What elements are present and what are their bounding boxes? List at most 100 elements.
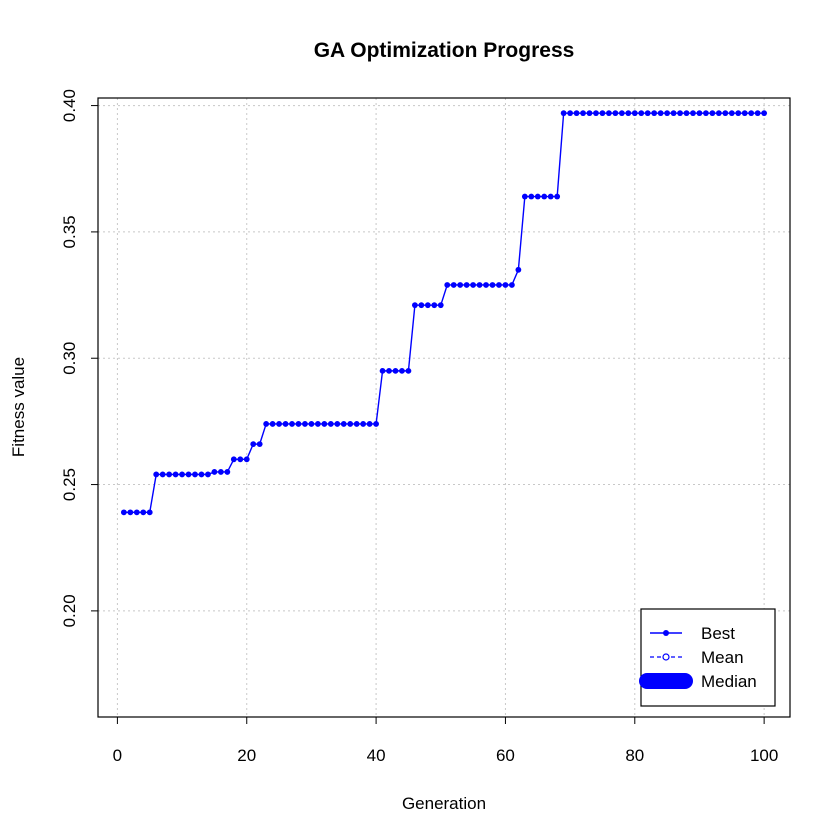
data-point — [444, 282, 451, 288]
data-point — [153, 471, 160, 478]
data-point — [638, 110, 645, 117]
data-point — [392, 367, 399, 374]
data-point — [586, 110, 593, 117]
data-point — [159, 471, 166, 478]
data-point — [237, 456, 244, 463]
data-point — [205, 471, 211, 478]
data-point — [651, 110, 658, 117]
data-point — [211, 469, 218, 475]
data-point — [502, 282, 509, 288]
data-point — [192, 471, 198, 478]
y-tick-label: 0.40 — [60, 89, 79, 122]
data-point — [631, 110, 638, 117]
data-point — [230, 456, 237, 463]
series-line-best — [123, 112, 765, 514]
data-point — [276, 421, 282, 427]
data-point — [521, 193, 528, 200]
data-point — [735, 110, 742, 117]
data-point — [761, 110, 768, 117]
data-point — [146, 509, 153, 516]
data-point — [327, 421, 334, 427]
data-point — [618, 110, 625, 117]
data-point — [599, 110, 606, 117]
data-point — [166, 471, 173, 478]
data-point — [457, 282, 464, 288]
data-point — [606, 110, 612, 117]
data-point — [612, 110, 619, 117]
data-point — [256, 441, 263, 448]
chart-title: GA Optimization Progress — [314, 39, 575, 62]
data-point — [476, 282, 483, 288]
data-point — [489, 282, 496, 288]
legend-label-best: Best — [701, 624, 735, 643]
data-point — [547, 193, 554, 200]
y-tick-label: 0.20 — [60, 594, 79, 627]
data-point — [127, 509, 134, 516]
data-point — [431, 302, 438, 309]
data-point — [534, 193, 541, 200]
x-tick-label: 100 — [750, 746, 778, 765]
data-point — [664, 110, 671, 117]
data-point — [263, 421, 270, 427]
data-point — [379, 367, 386, 374]
legend-marker-mean — [662, 653, 670, 661]
data-point — [399, 367, 405, 374]
data-point — [172, 471, 179, 478]
data-point — [450, 282, 457, 288]
data-point — [625, 110, 632, 117]
data-point — [677, 110, 683, 117]
data-point — [243, 456, 250, 463]
data-point — [470, 282, 477, 288]
data-point — [185, 471, 192, 478]
data-point — [690, 110, 696, 117]
y-tick-label: 0.30 — [60, 342, 79, 375]
x-tick-label: 0 — [113, 746, 122, 765]
data-point — [360, 421, 367, 427]
data-point — [657, 110, 664, 117]
data-point — [179, 471, 185, 478]
data-point — [224, 469, 231, 475]
x-tick-label: 40 — [367, 746, 386, 765]
legend-label-median: Median — [701, 672, 757, 691]
x-tick-label: 80 — [625, 746, 644, 765]
data-point — [120, 509, 127, 516]
data-point — [554, 193, 561, 200]
x-axis: 0 20 40 60 80 100 — [113, 716, 778, 765]
data-point — [418, 302, 425, 309]
data-point — [308, 421, 315, 427]
data-point — [424, 302, 431, 309]
data-point — [528, 193, 535, 200]
y-axis: 0.20 0.25 0.30 0.35 0.40 — [60, 89, 99, 627]
y-tick-label: 0.25 — [60, 468, 79, 501]
data-point — [321, 421, 328, 427]
legend: Best Mean Median — [639, 608, 776, 707]
data-point — [580, 110, 586, 117]
data-point — [509, 282, 515, 288]
x-axis-label: Generation — [402, 794, 486, 813]
y-tick-label: 0.35 — [60, 215, 79, 248]
legend-marker-best — [663, 630, 669, 636]
data-point — [405, 367, 412, 374]
data-point — [295, 421, 302, 427]
data-point — [741, 110, 748, 117]
x-tick-label: 60 — [496, 746, 515, 765]
data-point — [515, 266, 522, 273]
data-point — [483, 282, 489, 288]
data-point — [748, 110, 755, 117]
data-point — [754, 110, 761, 117]
data-point — [314, 421, 321, 427]
data-point — [198, 471, 205, 478]
data-point — [567, 110, 574, 117]
data-point — [696, 110, 703, 117]
data-point — [593, 110, 599, 117]
data-point — [250, 441, 257, 448]
data-point — [373, 421, 379, 427]
data-point — [140, 509, 147, 516]
data-point — [133, 509, 140, 516]
data-point — [683, 110, 690, 117]
data-point — [347, 421, 354, 427]
data-point — [670, 110, 677, 117]
data-point — [411, 302, 418, 309]
